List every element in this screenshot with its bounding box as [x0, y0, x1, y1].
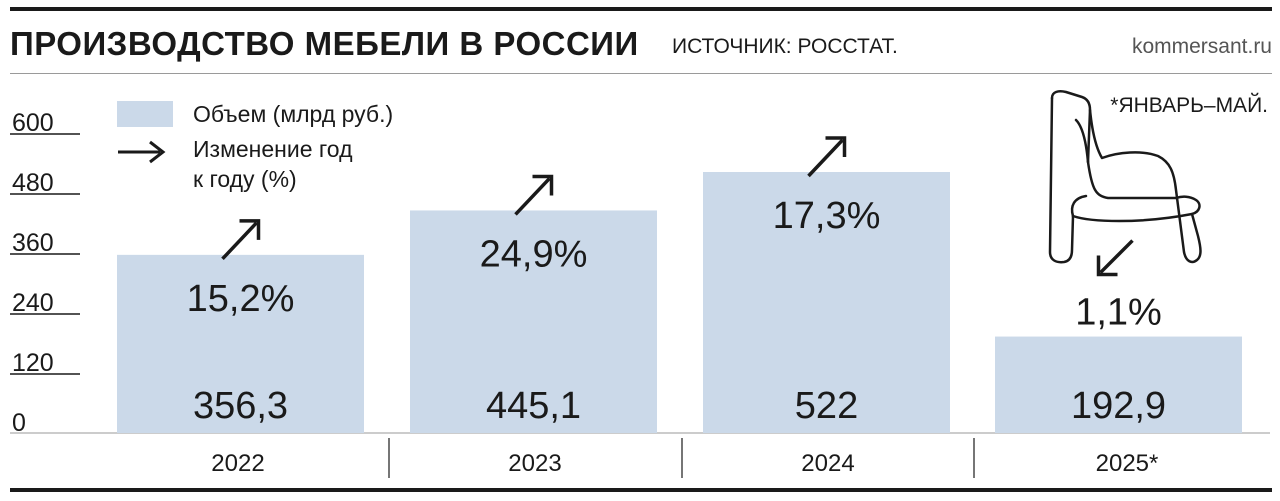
x-tick-label: 2025* [1096, 450, 1159, 477]
chart-title: ПРОИЗВОДСТВО МЕБЕЛИ В РОССИИ [10, 25, 639, 62]
y-tick-label: 120 [12, 349, 54, 377]
legend-label-volume: Объем (млрд руб.) [193, 101, 393, 127]
bar [995, 336, 1242, 433]
bar-value-label: 356,3 [193, 385, 288, 427]
y-tick-label: 600 [12, 109, 54, 137]
change-label: 15,2% [187, 278, 295, 320]
change-label: 17,3% [773, 195, 881, 237]
y-tick-label: 240 [12, 289, 54, 317]
bar [410, 210, 657, 433]
legend-swatch-volume [117, 101, 173, 127]
y-tick-label: 360 [12, 229, 54, 257]
footnote: *ЯНВАРЬ–МАЙ. [1110, 93, 1268, 117]
bottom-rule [10, 488, 1272, 492]
x-axis: 2022 2023 2024 2025* [211, 438, 1158, 478]
legend: Объем (млрд руб.) Изменение год к году (… [117, 101, 393, 192]
change-label: 1,1% [1075, 292, 1162, 334]
y-tick-label: 480 [12, 169, 54, 197]
legend-label-change-line2: к году (%) [193, 166, 297, 192]
legend-label-change-line1: Изменение год [193, 136, 353, 162]
bar-value-label: 522 [795, 385, 858, 427]
bars-layer [117, 172, 1242, 433]
bar-value-label: 192,9 [1071, 385, 1166, 427]
x-tick-label: 2023 [508, 450, 561, 477]
arrow-up-right-icon [514, 174, 554, 216]
labels-layer: 356,3 15,2% 445,1 24,9% 522 17,3% 192,9 1,1% [187, 136, 1166, 427]
bar-value-label: 445,1 [486, 385, 581, 427]
x-tick-label: 2024 [801, 450, 854, 477]
arrow-down-left-icon [1096, 239, 1134, 277]
arrow-up-right-icon [221, 219, 261, 261]
brand-link[interactable]: kommersant.ru [1131, 35, 1272, 58]
change-label: 24,9% [480, 233, 588, 275]
x-tick-label: 2022 [211, 450, 264, 477]
arrow-right-icon [118, 140, 166, 164]
bar [703, 172, 950, 433]
source-note: ИСТОЧНИК: РОССТАТ. [672, 35, 898, 58]
header-separator [10, 73, 1272, 74]
bar [117, 254, 364, 433]
arrow-up-right-icon [807, 136, 847, 178]
y-tick-label: 0 [12, 409, 26, 437]
top-rule [10, 7, 1272, 11]
armchair-icon [1048, 90, 1202, 264]
